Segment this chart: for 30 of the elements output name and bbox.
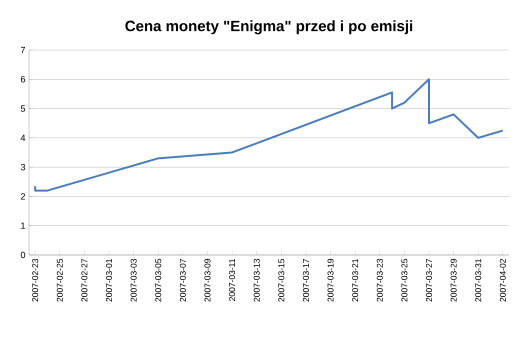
x-tick-label: 2007-03-19 bbox=[328, 258, 334, 302]
x-tick-label: 2007-03-15 bbox=[278, 258, 284, 302]
x-tick-label: 2007-02-23 bbox=[32, 258, 38, 302]
x-tick-label: 2007-03-25 bbox=[401, 258, 408, 302]
x-tick-label: 2007-03-23 bbox=[376, 258, 383, 302]
x-tick-label: 2007-03-27 bbox=[426, 258, 432, 302]
chart-title: Cena monety "Enigma" przed i po emisji bbox=[125, 20, 412, 34]
x-tick-label: 2007-03-31 bbox=[475, 258, 482, 302]
line-series bbox=[34, 78, 504, 192]
y-tick-label: 2 bbox=[20, 193, 26, 200]
y-tick-label: 6 bbox=[20, 76, 26, 82]
x-tick-label: 2007-02-25 bbox=[56, 258, 63, 302]
x-tick-label: 2007-03-21 bbox=[352, 258, 358, 302]
x-tick-label: 2007-03-17 bbox=[302, 258, 309, 302]
x-tick-label: 2007-03-29 bbox=[450, 258, 457, 302]
y-tick-label: 0 bbox=[20, 252, 26, 258]
y-tick-label: 3 bbox=[20, 164, 26, 170]
y-tick-label: 4 bbox=[20, 134, 26, 141]
y-tick-label: 5 bbox=[20, 105, 26, 112]
x-tick-label: 2007-03-07 bbox=[180, 258, 186, 302]
y-tick-label: 7 bbox=[20, 46, 26, 54]
x-tick-label: 2007-03-01 bbox=[106, 258, 112, 302]
x-tick-label: 2007-03-11 bbox=[229, 258, 236, 301]
x-tick-label: 2007-04-02 bbox=[500, 258, 506, 302]
x-tick-label: 2007-02-27 bbox=[81, 258, 88, 302]
x-tick-label: 2007-03-03 bbox=[130, 258, 137, 302]
x-tick-label: 2007-03-13 bbox=[254, 258, 260, 302]
x-tick-label: 2007-03-09 bbox=[204, 258, 210, 302]
x-tick-label: 2007-03-05 bbox=[155, 258, 162, 302]
y-tick-label: 1 bbox=[21, 222, 26, 229]
